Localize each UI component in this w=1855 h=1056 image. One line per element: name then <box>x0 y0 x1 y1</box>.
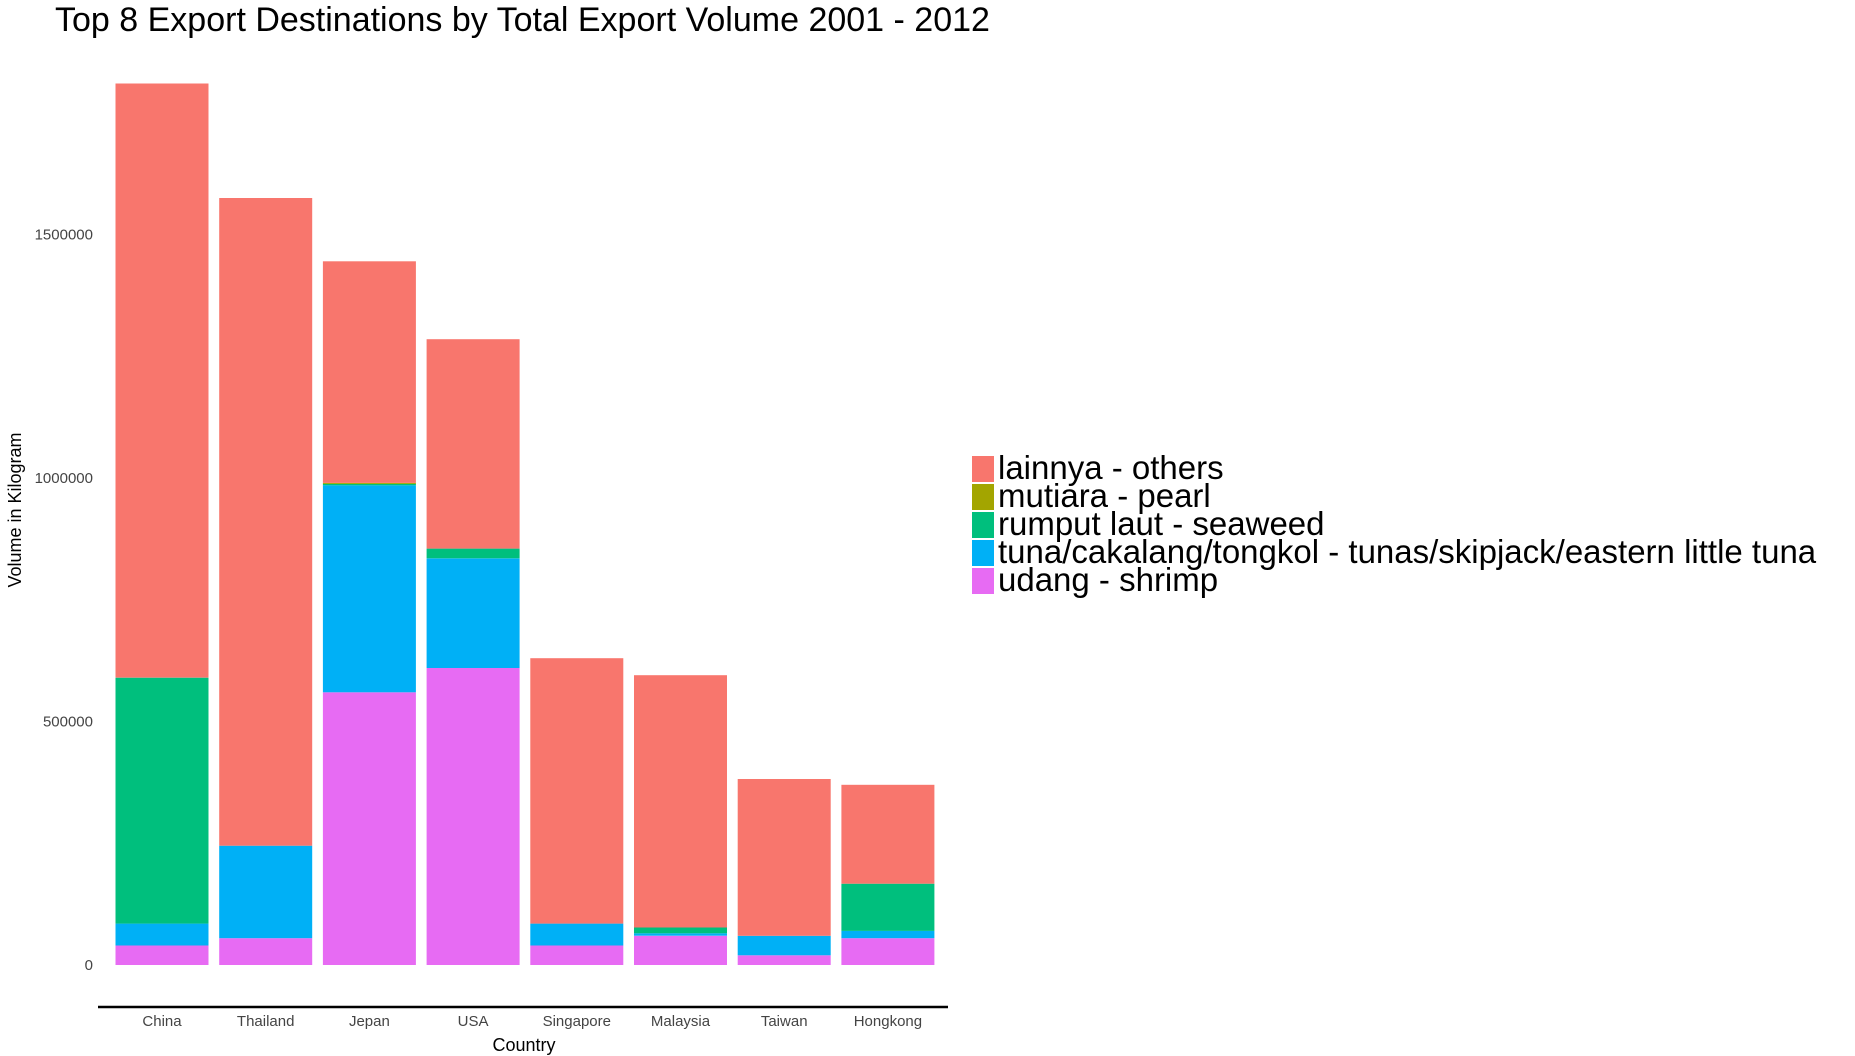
legend-key <box>972 540 994 566</box>
plot-area <box>115 83 935 965</box>
y-tick-label: 1500000 <box>35 227 93 244</box>
bar-segment-china-1 <box>115 923 209 946</box>
bar-segment-malaysia-1 <box>634 933 727 936</box>
y-tick-label: 500000 <box>43 714 93 731</box>
x-tick-label: Taiwan <box>761 1013 808 1030</box>
x-tick-label: Singapore <box>543 1013 611 1030</box>
bar-segment-china-0 <box>115 945 209 965</box>
bar-segment-jepan-0 <box>322 692 416 965</box>
bar-segment-malaysia-4 <box>634 675 727 928</box>
legend-label: mutiara - pearl <box>998 477 1211 514</box>
bar-segment-taiwan-0 <box>737 955 831 965</box>
bar-segment-taiwan-1 <box>737 935 831 956</box>
bar-segment-hongkong-2 <box>841 883 935 931</box>
x-tick-label: Thailand <box>237 1013 295 1030</box>
bar-segment-thailand-0 <box>219 938 313 965</box>
bar-segment-malaysia-0 <box>634 935 727 965</box>
y-tick-label: 0 <box>85 957 93 974</box>
bar-segment-hongkong-4 <box>841 784 935 884</box>
bar-segment-taiwan-4 <box>737 779 831 936</box>
legend-label: lainnya - others <box>998 449 1224 486</box>
legend-label: udang - shrimp <box>998 561 1218 598</box>
bar-segment-hongkong-1 <box>841 930 935 939</box>
legend-key <box>972 568 994 594</box>
bar-segment-thailand-1 <box>219 845 313 939</box>
bar-segment-china-2 <box>115 677 209 924</box>
bar-segment-singapore-0 <box>530 945 624 965</box>
bar-segment-singapore-1 <box>530 923 624 946</box>
x-tick-label: Jepan <box>349 1013 390 1030</box>
bar-segment-usa-2 <box>426 548 520 559</box>
bar-segment-jepan-1 <box>322 485 416 693</box>
x-tick-label: Hongkong <box>854 1013 922 1030</box>
y-tick-labels: 0 500000 1000000 1500000 <box>35 227 93 975</box>
bar-segment-hongkong-0 <box>841 938 935 965</box>
legend-key <box>972 456 994 482</box>
legend-key <box>972 512 994 538</box>
bar-segment-usa-1 <box>426 558 520 668</box>
bar-segment-jepan-4 <box>322 261 416 483</box>
legend-key <box>972 484 994 510</box>
x-tick-label: China <box>142 1013 182 1030</box>
chart-title: Top 8 Export Destinations by Total Expor… <box>55 1 990 39</box>
bar-segment-usa-4 <box>426 339 520 549</box>
legend-label: rumput laut - seaweed <box>998 505 1325 542</box>
bar-segment-malaysia-2 <box>634 927 727 934</box>
x-tick-label: Malaysia <box>651 1013 711 1030</box>
bar-segment-singapore-4 <box>530 658 624 924</box>
bar-segment-usa-0 <box>426 667 520 965</box>
bar-segment-thailand-4 <box>219 198 313 846</box>
y-axis-title: Volume in Kilogram <box>5 432 25 587</box>
y-tick-label: 1000000 <box>35 470 93 487</box>
x-tick-label: USA <box>458 1013 489 1030</box>
bar-segment-china-4 <box>115 83 209 678</box>
x-axis-title: Country <box>492 1035 555 1055</box>
bar-segment-jepan-3 <box>322 482 416 484</box>
x-tick-labels: China Thailand Jepan USA Singapore Malaysia Ta… <box>142 1013 922 1030</box>
bar-segment-jepan-2 <box>322 483 416 486</box>
legend-label: tuna/cakalang/tongkol - tunas/skipjack/e… <box>998 533 1817 570</box>
